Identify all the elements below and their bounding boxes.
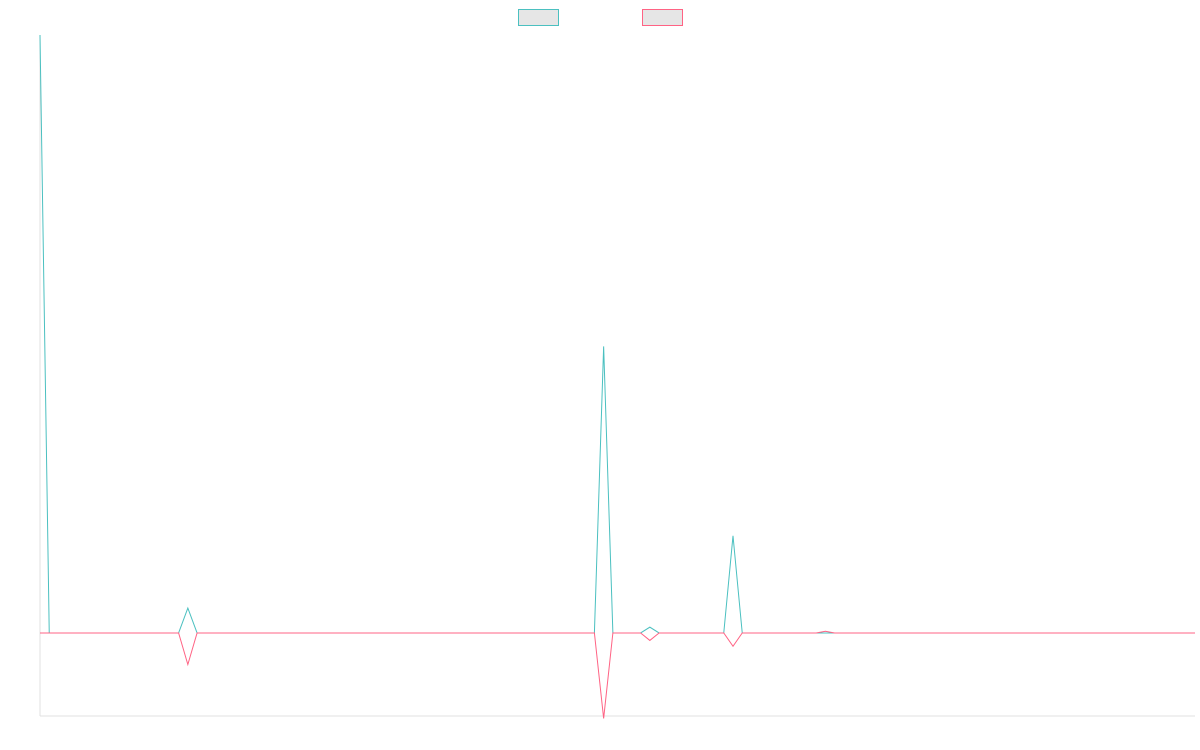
series-line-1 xyxy=(39,34,1195,634)
series-group xyxy=(39,34,1195,719)
legend-swatch-1 xyxy=(518,9,559,26)
axes xyxy=(39,35,1195,717)
legend xyxy=(518,9,683,26)
series-line-2 xyxy=(40,630,1195,719)
legend-swatch-2 xyxy=(642,9,683,26)
